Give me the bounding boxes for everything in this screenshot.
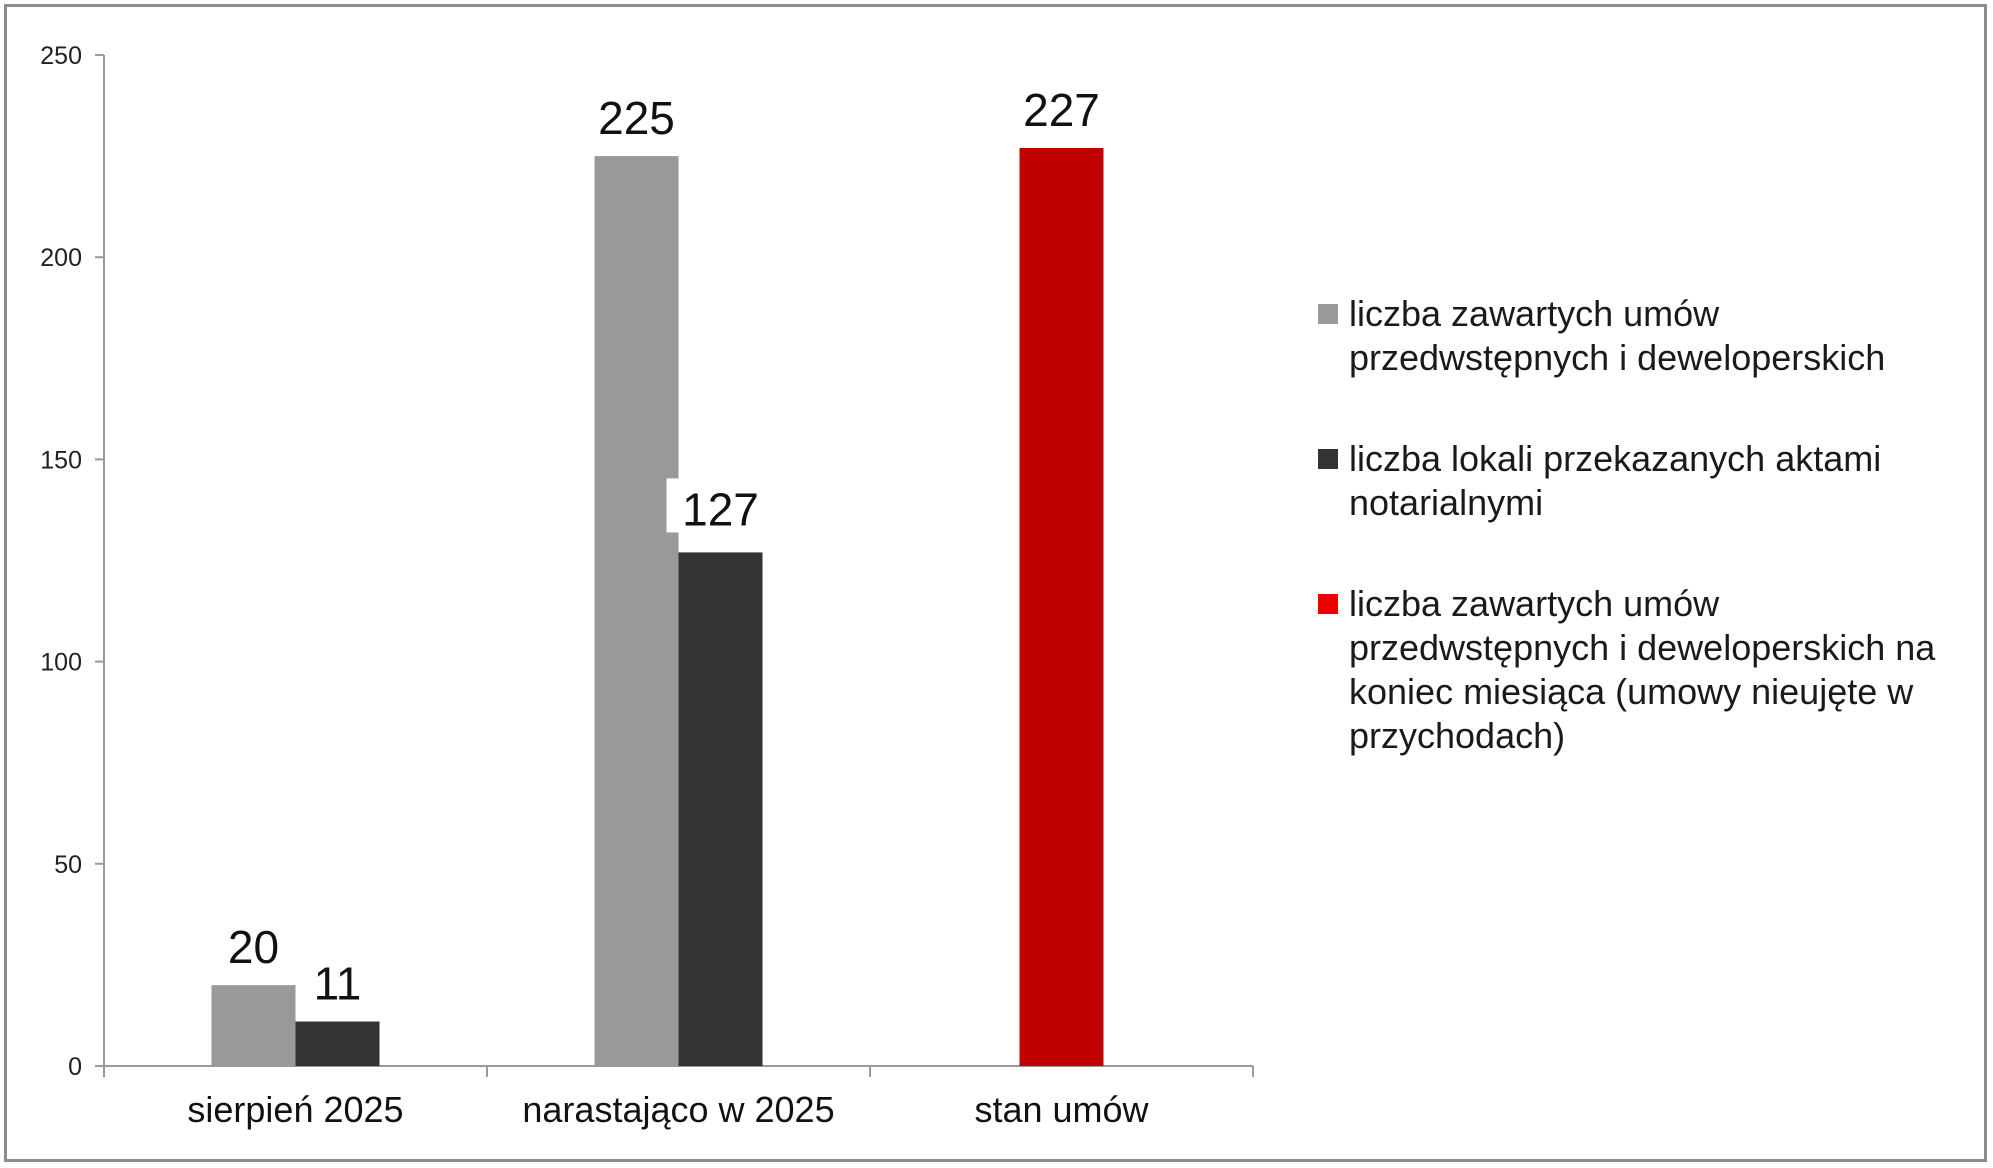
legend-item-series-2: liczba lokali przekazanych aktami notari… bbox=[1318, 437, 1968, 525]
legend-item-series-3: liczba zawartych umów przedwstępnych i d… bbox=[1318, 582, 1968, 758]
y-axis: 0 50 100 150 200 250 bbox=[40, 42, 105, 1081]
bar bbox=[1019, 148, 1104, 1067]
legend-label-series-2: liczba lokali przekazanych aktami notari… bbox=[1349, 438, 1882, 523]
bar bbox=[678, 552, 763, 1066]
data-label-background bbox=[666, 478, 743, 533]
y-tick-label: 200 bbox=[40, 244, 82, 272]
y-tick-label: 0 bbox=[68, 1053, 82, 1081]
legend-swatch-series-3 bbox=[1318, 594, 1338, 614]
bar bbox=[295, 1021, 380, 1066]
bar bbox=[211, 985, 296, 1066]
y-tick-label: 50 bbox=[54, 851, 82, 879]
legend-item-series-1: liczba zawartych umów przedwstępnych i d… bbox=[1318, 292, 1968, 380]
x-category-label: sierpień 2025 bbox=[187, 1089, 403, 1130]
x-category-label: narastająco w 2025 bbox=[522, 1089, 834, 1130]
y-tick-label: 250 bbox=[40, 42, 82, 70]
bar bbox=[594, 156, 679, 1067]
legend-swatch-series-2 bbox=[1318, 449, 1338, 469]
data-label: 127 bbox=[682, 483, 759, 535]
x-axis: sierpień 2025 narastająco w 2025 stan umów bbox=[103, 1065, 1254, 1130]
legend-swatch-series-1 bbox=[1318, 304, 1338, 324]
data-label: 20 bbox=[228, 921, 279, 973]
y-tick-label: 150 bbox=[40, 446, 82, 474]
x-category-label: stan umów bbox=[974, 1089, 1149, 1130]
data-label: 11 bbox=[314, 958, 362, 1010]
data-labels: 20 11 225 127 227 bbox=[228, 84, 1100, 1010]
y-tick-label: 100 bbox=[40, 649, 82, 677]
chart-frame bbox=[4, 4, 1987, 1162]
data-label: 225 bbox=[598, 92, 675, 144]
legend-label-series-1: liczba zawartych umów przedwstępnych i d… bbox=[1349, 293, 1886, 378]
legend: liczba zawartych umów przedwstępnych i d… bbox=[1318, 292, 1968, 815]
legend-label-series-3: liczba zawartych umów przedwstępnych i d… bbox=[1349, 583, 1936, 756]
bars bbox=[211, 148, 1104, 1067]
data-label: 227 bbox=[1023, 84, 1100, 136]
